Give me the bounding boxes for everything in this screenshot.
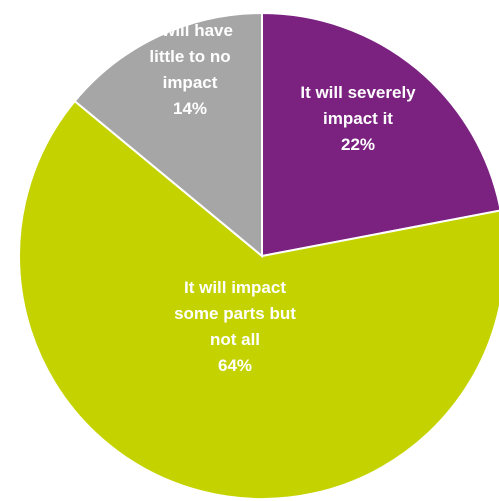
slice-label-3: It will have little to no impact 14% [147, 21, 233, 118]
slice-label-2: It will impact some parts but not all 64% [174, 278, 296, 375]
slice-label-line: little to no [149, 47, 230, 66]
pie-slice-3 [73, 11, 263, 259]
slice-label-line: some parts but [174, 304, 296, 323]
slice-label-line: It will severely [300, 83, 416, 102]
slice-label-line: 22% [341, 135, 375, 154]
slice-label-line: It will have [147, 21, 233, 40]
pie-slice-1 [261, 11, 499, 258]
slice-label-line: impact it [323, 109, 393, 128]
slice-label-line: 64% [218, 356, 252, 375]
slice-label-line: 14% [173, 99, 207, 118]
pie-slice-2 [18, 99, 499, 500]
pie-labels: It will severely impact it 22% It will impa… [147, 21, 416, 375]
slice-label-line: not all [210, 330, 260, 349]
slice-label-1: It will severely impact it 22% [300, 83, 416, 154]
pie-slices [18, 11, 499, 500]
slice-label-line: impact [163, 73, 218, 92]
slice-label-line: It will impact [184, 278, 286, 297]
